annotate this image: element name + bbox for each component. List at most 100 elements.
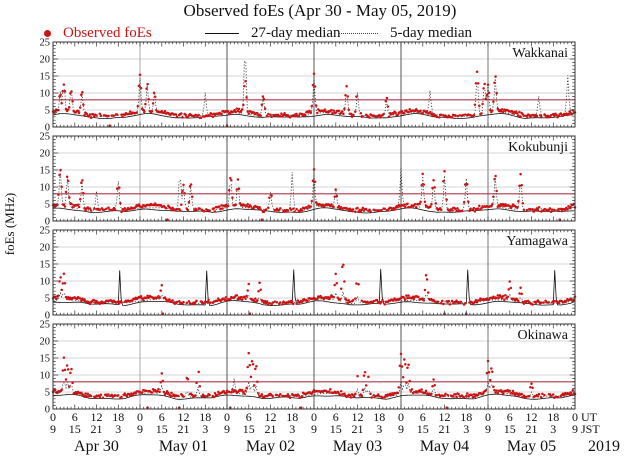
year-label: 2019 bbox=[588, 438, 620, 455]
data-point bbox=[198, 385, 202, 388]
data-point bbox=[423, 200, 427, 203]
data-point bbox=[62, 356, 66, 359]
data-point bbox=[89, 209, 93, 212]
jst-tick-label: 21 bbox=[178, 422, 190, 436]
data-point bbox=[478, 299, 481, 302]
ut-tick-label: 6 bbox=[159, 410, 165, 424]
data-point bbox=[399, 352, 403, 356]
data-point bbox=[293, 210, 296, 214]
data-point bbox=[342, 112, 345, 116]
data-point bbox=[348, 300, 352, 304]
data-point bbox=[223, 298, 227, 302]
data-point bbox=[496, 294, 500, 297]
data-point bbox=[59, 168, 62, 172]
data-point bbox=[466, 182, 469, 186]
data-point bbox=[309, 205, 312, 208]
data-point bbox=[348, 394, 352, 397]
data-point bbox=[469, 207, 472, 211]
data-point bbox=[105, 207, 108, 211]
data-point bbox=[260, 393, 264, 396]
data-point bbox=[230, 178, 233, 182]
data-point bbox=[339, 287, 343, 290]
data-point bbox=[112, 114, 116, 117]
data-point bbox=[64, 190, 68, 194]
data-point bbox=[334, 111, 337, 115]
data-point bbox=[537, 392, 541, 396]
data-point bbox=[89, 394, 93, 398]
data-point bbox=[181, 302, 184, 306]
data-point bbox=[88, 113, 92, 116]
data-point bbox=[250, 360, 254, 363]
data-point bbox=[268, 301, 271, 305]
data-point bbox=[518, 292, 521, 295]
data-point bbox=[68, 196, 71, 199]
data-point bbox=[360, 208, 364, 212]
data-point bbox=[211, 115, 215, 119]
data-point bbox=[251, 363, 255, 366]
data-point bbox=[346, 95, 349, 98]
data-point bbox=[164, 391, 168, 395]
data-point bbox=[508, 280, 511, 283]
median5-line bbox=[52, 291, 574, 305]
data-point bbox=[63, 90, 67, 93]
data-point bbox=[178, 209, 182, 212]
legend-item-median5: 5-day median bbox=[338, 24, 472, 42]
data-point bbox=[108, 124, 111, 127]
data-point bbox=[501, 294, 505, 298]
data-point bbox=[175, 115, 179, 118]
data-point bbox=[448, 303, 452, 306]
data-point bbox=[201, 393, 205, 396]
data-point bbox=[434, 202, 438, 205]
data-point bbox=[203, 395, 207, 398]
data-point bbox=[249, 205, 253, 208]
data-point bbox=[448, 115, 452, 119]
data-point bbox=[567, 112, 570, 116]
data-point bbox=[463, 301, 467, 305]
ut-tick-label: 6 bbox=[333, 410, 339, 424]
ut-tick-label: 0 bbox=[485, 410, 491, 424]
data-point bbox=[201, 301, 205, 305]
data-point bbox=[60, 288, 63, 292]
data-point bbox=[197, 113, 200, 117]
axis-ticks bbox=[53, 42, 575, 127]
data-point bbox=[541, 392, 544, 396]
data-point bbox=[277, 208, 281, 212]
data-point bbox=[457, 392, 460, 396]
y-tick-label: 15 bbox=[40, 354, 51, 365]
data-point bbox=[66, 108, 70, 111]
data-point bbox=[403, 358, 406, 361]
data-point bbox=[536, 394, 540, 398]
data-point bbox=[63, 281, 67, 285]
data-point bbox=[194, 394, 197, 397]
y-tick-label: 20 bbox=[40, 337, 51, 348]
data-point bbox=[403, 296, 406, 299]
data-point bbox=[157, 387, 160, 391]
y-tick-label: 15 bbox=[40, 72, 51, 83]
data-point bbox=[524, 395, 528, 398]
data-point bbox=[224, 110, 228, 113]
data-point bbox=[386, 105, 390, 108]
data-point bbox=[297, 114, 301, 118]
data-point bbox=[343, 107, 346, 110]
ut-tick-label: 0 bbox=[398, 410, 404, 424]
data-point bbox=[549, 210, 553, 214]
ut-tick-label: 12 bbox=[91, 410, 103, 424]
ut-tick-label: 6 bbox=[420, 410, 426, 424]
jst-tick-label: 15 bbox=[243, 422, 255, 436]
data-point bbox=[70, 367, 73, 371]
data-point bbox=[381, 396, 384, 399]
data-point bbox=[475, 301, 479, 304]
jst-tick-label: 3 bbox=[115, 422, 121, 436]
ut-tick-label: 18 bbox=[547, 410, 559, 424]
data-point bbox=[261, 95, 265, 98]
chart-legend: Observed foEs 27-day median 5-day median bbox=[0, 24, 640, 42]
data-point bbox=[494, 391, 497, 394]
data-point bbox=[85, 112, 88, 115]
data-point bbox=[347, 209, 351, 212]
data-point bbox=[134, 392, 137, 395]
data-point bbox=[377, 113, 381, 117]
data-point bbox=[543, 393, 546, 397]
y-tick-label: 0 bbox=[45, 123, 50, 134]
data-point bbox=[422, 183, 426, 186]
data-point bbox=[212, 207, 216, 210]
